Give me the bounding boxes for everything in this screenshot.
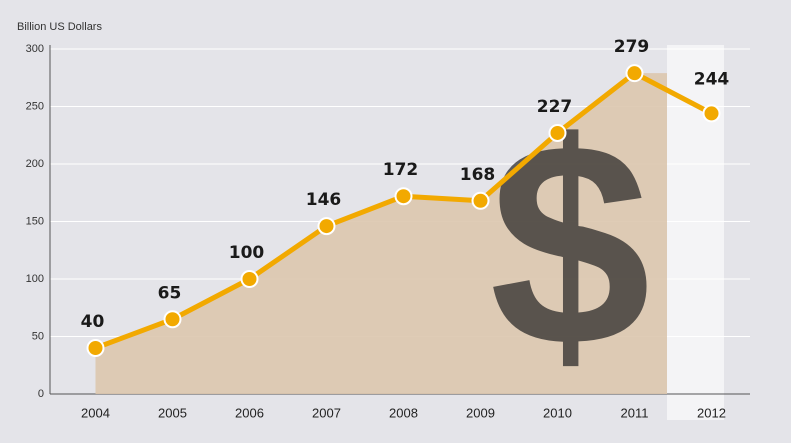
- value-label: 100: [229, 243, 265, 263]
- y-tick-label: 0: [38, 388, 44, 400]
- x-tick-label: 2004: [81, 405, 110, 420]
- highlight-column: [667, 45, 724, 420]
- point: [394, 187, 413, 206]
- y-tick-label: 250: [26, 100, 44, 112]
- x-tick-label: 2011: [621, 405, 649, 420]
- value-label: 279: [614, 37, 650, 57]
- x-tick-label: 2005: [158, 405, 187, 420]
- y-axis-label: Billion US Dollars: [17, 21, 102, 33]
- point: [163, 310, 182, 329]
- y-tick-label: 100: [26, 273, 44, 285]
- value-label: 65: [158, 283, 182, 303]
- x-tick-label: 2008: [389, 405, 418, 420]
- point: [702, 104, 721, 123]
- point: [240, 270, 259, 288]
- point: [317, 217, 336, 236]
- value-label: 146: [306, 190, 342, 210]
- x-tick-label: 2006: [235, 405, 264, 420]
- x-tick-label: 2010: [543, 405, 572, 420]
- x-tick-label: 2012: [697, 405, 726, 420]
- y-tick-label: 200: [26, 158, 44, 170]
- value-label: 168: [460, 165, 496, 185]
- point: [548, 123, 567, 142]
- dollar-sign: $: [489, 83, 650, 407]
- area: [95, 73, 667, 395]
- y-tick-label: 300: [26, 43, 44, 55]
- y-tick-label: 150: [26, 215, 44, 227]
- x-tick-label: 2009: [466, 405, 495, 420]
- value-label: 244: [694, 69, 730, 89]
- y-tick-label: 50: [32, 330, 44, 342]
- x-tick-label: 2007: [312, 405, 341, 420]
- value-label: 40: [81, 312, 105, 332]
- point: [471, 191, 490, 210]
- value-label: 227: [537, 97, 573, 117]
- value-label: 172: [383, 160, 419, 180]
- point: [86, 339, 105, 357]
- point: [625, 64, 644, 83]
